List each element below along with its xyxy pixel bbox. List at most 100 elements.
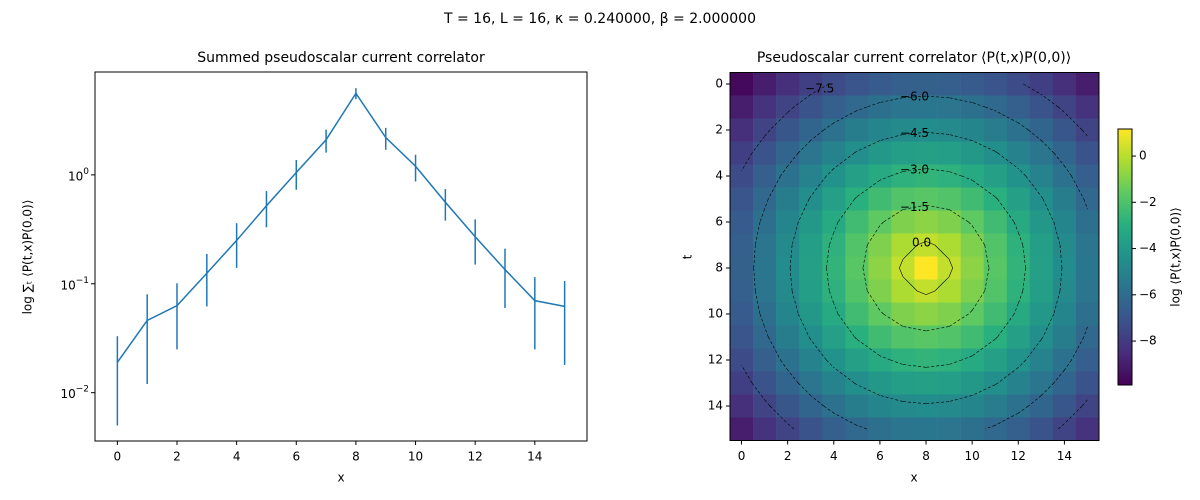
heatmap-cell [960, 417, 984, 441]
heatmap-cell [868, 348, 892, 372]
heatmap-cell [1075, 279, 1100, 303]
chart-title: Pseudoscalar current correlator ⟨P(t,x)P… [757, 50, 1071, 66]
heatmap-cell [1075, 256, 1100, 280]
heatmap-cell [937, 210, 961, 234]
heatmap-cell [1006, 210, 1031, 234]
heatmap-cell [799, 233, 823, 257]
heatmap-cell [868, 279, 892, 303]
heatmap-cell [1006, 348, 1031, 372]
y-tick-label: 6 [715, 215, 723, 229]
y-tick-label: 8 [715, 261, 723, 275]
contour-label: −1.5 [900, 200, 929, 214]
chart-title: Summed pseudoscalar current correlator [197, 50, 485, 66]
x-tick-label: 2 [173, 450, 181, 464]
plot-frame [729, 72, 1100, 441]
heatmap-cell [1029, 371, 1054, 395]
heatmap-cell [983, 141, 1008, 165]
heatmap-cell [822, 141, 846, 165]
heatmap-cell [937, 302, 961, 326]
heatmap-cell [822, 348, 846, 372]
heatmap-cell [914, 279, 938, 303]
heatmap-cell [753, 302, 777, 326]
heatmap-cell [799, 256, 823, 280]
heatmap-cell [730, 417, 754, 441]
heatmap-cell [983, 95, 1008, 119]
heatmap-cell [799, 141, 823, 165]
heatmap-cell [914, 72, 938, 96]
heatmap-cell [776, 325, 800, 349]
contour-label: −4.5 [900, 126, 929, 140]
heatmap-cell [753, 325, 777, 349]
heatmap-cell [914, 417, 938, 441]
heatmap-cell [1052, 72, 1077, 96]
heatmap-cell [799, 95, 823, 119]
x-axis-label: x [337, 471, 344, 485]
heatmap-cell [845, 394, 869, 418]
heatmap-cell [776, 141, 800, 165]
heatmap-cell [1052, 302, 1077, 326]
heatmap-cell [822, 371, 846, 395]
heatmap-cell [845, 233, 869, 257]
heatmap-cell [891, 164, 915, 188]
contour-line [899, 241, 953, 295]
contour-line [753, 95, 1088, 430]
heatmap-cell [1075, 95, 1100, 119]
heatmap-cell [960, 348, 984, 372]
heatmap-cell [753, 233, 777, 257]
heatmap-cell [1075, 141, 1100, 165]
x-tick-label: 10 [965, 449, 980, 463]
heatmap-cell [1029, 187, 1054, 211]
heatmap-cell [1006, 394, 1031, 418]
heatmap-cell [730, 164, 754, 188]
heatmap-cell [937, 279, 961, 303]
heatmap-cell [937, 233, 961, 257]
contour-label: −7.5 [805, 82, 834, 96]
x-axis-label: x [910, 471, 917, 485]
heatmap-cell [845, 325, 869, 349]
x-tick-label: 14 [527, 450, 542, 464]
heatmap-cell [1075, 371, 1100, 395]
heatmap-cell [868, 256, 892, 280]
heatmap-cell [776, 95, 800, 119]
y-tick-label: 10 [708, 307, 723, 321]
data-line [116, 92, 565, 363]
heatmap-cell [891, 348, 915, 372]
heatmap-cell [868, 417, 892, 441]
heatmap-cell [914, 394, 938, 418]
heatmap-cell [753, 394, 777, 418]
heatmap-cell [799, 325, 823, 349]
heatmap-cell [753, 72, 777, 96]
heatmap-cell [822, 210, 846, 234]
heatmap-cell [960, 279, 984, 303]
heatmap-cell [822, 417, 846, 441]
heatmap-cell [730, 348, 754, 372]
contour-label: −3.0 [900, 163, 929, 177]
heatmap-cell [799, 394, 823, 418]
heatmap-cell [1075, 348, 1100, 372]
heatmap-cell [914, 164, 938, 188]
x-tick-label: 6 [876, 449, 884, 463]
heatmap-cell [845, 348, 869, 372]
heatmap-cell [1029, 164, 1054, 188]
heatmap-cell [1075, 164, 1100, 188]
heatmap-cell [799, 279, 823, 303]
heatmap-cell [1029, 394, 1054, 418]
colorbar-tick-label: −6 [1139, 287, 1157, 301]
heatmap-cell [1029, 302, 1054, 326]
heatmap-cell [891, 72, 915, 96]
heatmap-cell [845, 141, 869, 165]
heatmap-cell [1006, 233, 1031, 257]
heatmap-cell [1006, 118, 1031, 142]
heatmap-cell [937, 417, 961, 441]
heatmap-cell [1029, 210, 1054, 234]
x-tick-label: 4 [830, 449, 838, 463]
heatmap-cell [1006, 279, 1031, 303]
heatmap-cell [891, 302, 915, 326]
heatmap-cell [1075, 210, 1100, 234]
contour-line [789, 132, 1063, 404]
heatmap-cell [753, 210, 777, 234]
colorbar-label: log ⟨P(t,x)P(0,0)⟩ [1169, 207, 1183, 306]
heatmap-cell [753, 187, 777, 211]
heatmap-cell [891, 325, 915, 349]
heatmap-cell [914, 141, 938, 165]
